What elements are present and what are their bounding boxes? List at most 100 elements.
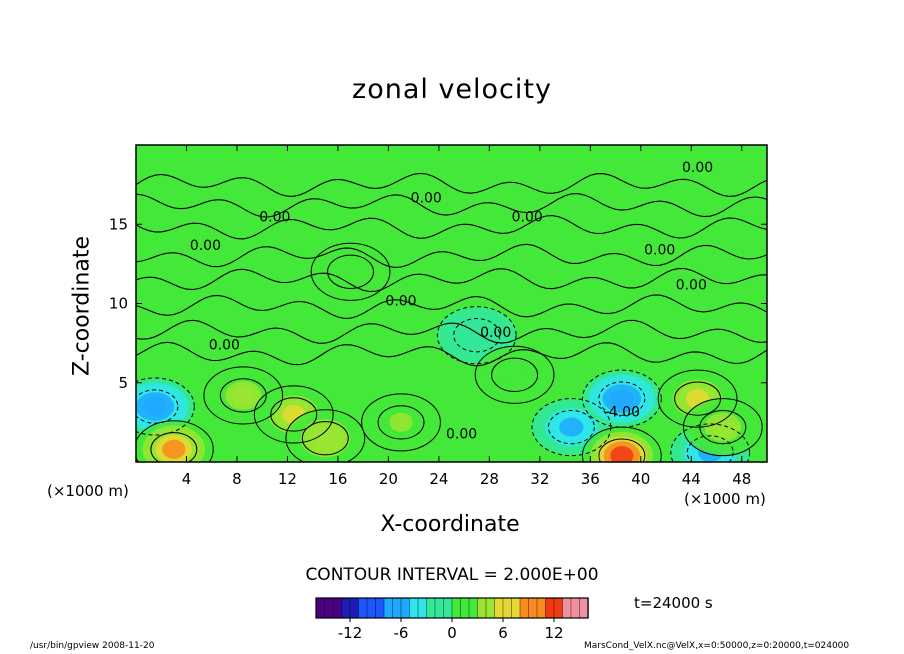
x-tick-label: 16 — [328, 470, 347, 488]
contour-label: 0.00 — [676, 277, 707, 293]
contour-ring — [682, 398, 763, 457]
contour-interval-text: CONTOUR INTERVAL = 2.000E+00 — [305, 565, 599, 585]
colorbar-cell — [511, 597, 521, 619]
x-tick-label: 28 — [480, 470, 499, 488]
contour-ring — [686, 435, 734, 462]
contour-line — [136, 319, 767, 344]
colorbar-cell — [553, 597, 564, 619]
contour-ring — [598, 438, 646, 462]
contour-ring — [270, 397, 318, 432]
y-axis-label: Z-coordinate — [69, 236, 95, 376]
contour-label: -4.00 — [604, 404, 640, 420]
x-tick-label: 32 — [530, 470, 549, 488]
contour-ring — [253, 385, 334, 444]
time-label: t=24000 s — [634, 594, 713, 612]
contour-ring — [285, 409, 366, 462]
contour-ring — [598, 381, 646, 416]
y-tick-label: 10 — [109, 295, 128, 313]
colorbar-cell — [400, 597, 411, 619]
contour-label: 0.00 — [190, 238, 221, 254]
x-tick-label: 12 — [278, 470, 297, 488]
colorbar-cell — [528, 597, 538, 619]
contour-label: 0.00 — [512, 209, 543, 225]
contour-ring — [670, 423, 751, 462]
field-layer — [136, 145, 767, 462]
colorbar-cell — [324, 597, 334, 619]
contour-line — [136, 294, 767, 319]
contour-ring — [581, 369, 662, 428]
contour-ring — [136, 377, 195, 436]
contour-label: 0.00 — [385, 293, 416, 309]
colorbar-cell — [366, 597, 377, 619]
colorbar-cell — [417, 597, 428, 619]
contour-ring — [203, 366, 284, 425]
colorbar-cell — [570, 597, 581, 619]
colorbar-cell — [485, 597, 496, 619]
field-blob-7 — [609, 389, 634, 409]
colorbar-cell — [536, 597, 547, 619]
colorbar-cell — [341, 597, 351, 619]
chart-title: zonal velocity — [352, 74, 552, 105]
colorbar-cell — [579, 597, 589, 619]
colorbar-cell — [426, 597, 436, 619]
field-blob-14 — [502, 365, 527, 385]
field-blob-1 — [162, 439, 186, 459]
colorbar-cell — [519, 597, 530, 619]
colorbar-tick-label: 6 — [498, 624, 508, 642]
colorbar-cell — [375, 597, 385, 619]
contour-label: 0.00 — [682, 160, 713, 176]
contour-ring — [491, 357, 539, 392]
contour-ring — [657, 369, 738, 428]
x-unit-label-right: (×1000 m) — [684, 490, 766, 508]
contour-ring — [474, 345, 555, 404]
contour-ring — [377, 405, 425, 440]
contour-line — [136, 341, 767, 367]
field-blob-5 — [389, 412, 413, 432]
x-tick-label: 36 — [581, 470, 600, 488]
x-tick-label: 24 — [429, 470, 448, 488]
contour-ring — [699, 409, 747, 445]
contour-ring — [136, 389, 179, 424]
colorbar-tick-label: 0 — [447, 624, 457, 642]
contour-ring — [582, 426, 662, 462]
colorbar-cell — [494, 597, 504, 619]
colorbar-cell — [358, 597, 368, 619]
contour-label: 0.00 — [259, 209, 290, 225]
field-blob-8 — [610, 446, 634, 462]
contour-ring — [453, 318, 501, 353]
colorbar-cell — [451, 597, 462, 619]
colorbar-cell — [332, 597, 343, 619]
contour-ring — [150, 432, 198, 462]
contour-ring — [531, 398, 612, 457]
colorbar-cell — [477, 597, 487, 619]
x-axis-label: X-coordinate — [380, 512, 520, 537]
colorbar-cell — [460, 597, 470, 619]
colorbar-cell — [409, 597, 419, 619]
x-tick-label: 48 — [732, 470, 751, 488]
contour-label: 0.00 — [446, 426, 477, 442]
colorbar-cell — [349, 597, 360, 619]
colorbar: -12 -6 0 6 12 — [315, 597, 589, 642]
contour-ring — [327, 254, 375, 289]
contour-label: 0.00 — [209, 338, 240, 354]
field-blob-4 — [313, 428, 337, 448]
colorbar-cell — [434, 597, 445, 619]
contour-ring — [547, 409, 595, 445]
colorbar-cell — [545, 597, 555, 619]
contour-line — [136, 267, 767, 293]
contour-ring — [136, 420, 214, 462]
contour-label: 0.00 — [644, 243, 675, 259]
contour-ring — [310, 242, 391, 301]
colorbar-cell — [315, 597, 326, 619]
contour-layer — [136, 172, 767, 462]
x-tick-label: 4 — [182, 470, 192, 488]
colorbar-cell — [392, 597, 402, 619]
contour-label: 0.00 — [411, 190, 442, 206]
y-tick-label: 5 — [118, 374, 128, 392]
contour-line — [136, 193, 767, 218]
contour-line — [136, 243, 767, 268]
x-tick-label: 40 — [631, 470, 650, 488]
colorbar-cell — [383, 597, 394, 619]
